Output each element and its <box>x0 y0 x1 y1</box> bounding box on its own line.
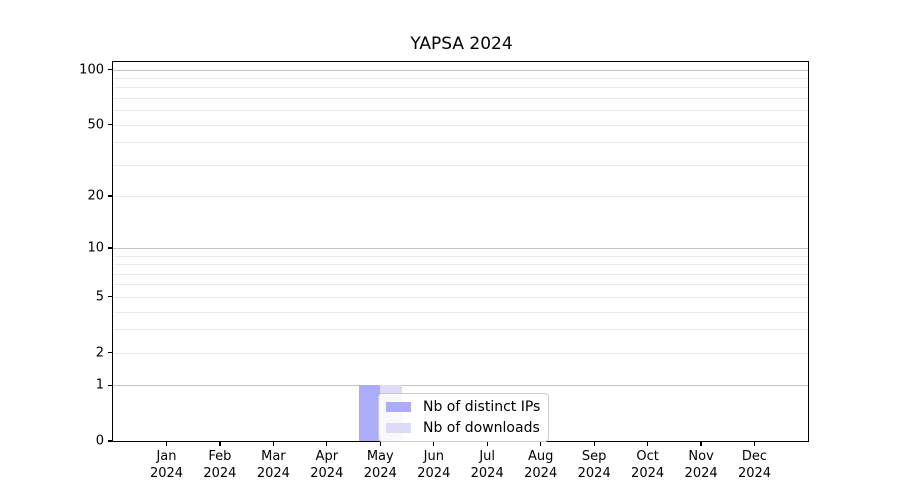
year-label: 2024 <box>737 466 772 481</box>
minor-gridline <box>113 255 808 257</box>
y-axis-tick <box>108 440 113 442</box>
x-axis-tick-label: Jan 2024 <box>150 448 183 482</box>
y-axis-tick <box>108 296 113 298</box>
x-axis-tick <box>433 441 435 446</box>
legend-label-downloads: Nb of downloads <box>423 420 540 436</box>
minor-gridline <box>113 142 808 144</box>
y-axis-tick <box>108 384 113 386</box>
minor-gridline <box>113 273 808 275</box>
month-label: Dec <box>741 449 768 464</box>
x-axis-tick-label: May 2024 <box>364 448 397 482</box>
y-axis-tick <box>108 195 113 197</box>
month-label: Aug <box>527 449 554 464</box>
year-label: 2024 <box>631 466 665 481</box>
year-label: 2024 <box>417 466 451 481</box>
x-axis-tick <box>700 441 702 446</box>
y-axis-tick-label: 5 <box>95 289 104 305</box>
x-axis-tick-label: Jun 2024 <box>417 448 450 482</box>
chart-title: YAPSA 2024 <box>410 34 513 54</box>
minor-gridline <box>113 110 808 112</box>
minor-gridline <box>113 78 808 79</box>
y-axis-tick-label: 0 <box>95 433 104 449</box>
year-label: 2024 <box>524 466 558 481</box>
x-axis-tick <box>486 441 488 446</box>
x-axis-tick <box>219 441 221 446</box>
minor-gridline <box>113 264 808 266</box>
year-label: 2024 <box>577 466 611 481</box>
major-gridline <box>113 248 808 249</box>
minor-gridline <box>113 87 808 89</box>
minor-gridline <box>113 352 808 354</box>
year-label: 2024 <box>684 466 718 481</box>
x-axis-tick <box>646 441 649 446</box>
month-label: Feb <box>208 449 232 464</box>
month-label: Jan <box>156 449 177 464</box>
x-axis-tick <box>326 441 328 446</box>
y-axis-tick-label: 50 <box>87 117 104 133</box>
x-axis-tick-label: Nov 2024 <box>685 448 718 482</box>
y-axis-tick <box>108 351 113 354</box>
y-axis-tick-label: 20 <box>87 188 104 204</box>
x-axis-tick <box>593 441 595 446</box>
year-label: 2024 <box>470 466 504 481</box>
year-label: 2024 <box>310 466 344 481</box>
y-axis-tick-label: 10 <box>87 240 104 256</box>
major-gridline <box>113 385 808 387</box>
x-axis-tick <box>165 441 168 446</box>
year-label: 2024 <box>363 466 397 481</box>
y-axis-tick <box>108 247 113 249</box>
year-label: 2024 <box>149 466 184 481</box>
x-axis-tick-label: Sep 2024 <box>578 448 611 482</box>
x-axis-tick <box>379 441 381 446</box>
minor-gridline <box>113 124 808 126</box>
legend-item-downloads: Nb of downloads <box>386 420 540 436</box>
x-axis-tick-label: Mar 2024 <box>257 448 290 482</box>
minor-gridline <box>113 164 808 166</box>
x-axis-tick <box>540 441 542 446</box>
y-axis-tick-label: 2 <box>95 345 104 361</box>
x-axis-tick <box>272 441 275 446</box>
x-axis-tick-label: Jul 2024 <box>471 448 504 482</box>
minor-gridline <box>113 311 808 313</box>
y-axis-tick <box>108 68 113 71</box>
month-label: Nov <box>688 449 714 464</box>
minor-gridline <box>113 196 808 197</box>
x-axis-tick-label: Oct 2024 <box>631 448 664 482</box>
y-axis-tick-label: 100 <box>79 62 104 78</box>
minor-gridline <box>113 98 808 99</box>
y-axis-tick-label: 1 <box>95 377 104 393</box>
bar <box>358 385 381 441</box>
x-axis-tick <box>753 441 756 446</box>
legend-swatch-distinct-ips-icon <box>386 402 411 412</box>
legend-item-distinct-ips: Nb of distinct IPs <box>386 399 540 415</box>
x-axis-tick-label: Aug 2024 <box>524 448 557 482</box>
x-axis-tick-label: Apr 2024 <box>310 448 343 482</box>
major-gridline <box>113 69 808 71</box>
legend: Nb of distinct IPs Nb of downloads <box>378 393 550 442</box>
minor-gridline <box>113 284 808 286</box>
minor-gridline <box>113 329 808 331</box>
month-label: Jul <box>479 449 496 464</box>
legend-swatch-downloads-icon <box>386 423 411 433</box>
month-label: Sep <box>581 449 607 464</box>
month-label: Jun <box>423 449 444 464</box>
month-label: Apr <box>315 449 339 464</box>
year-label: 2024 <box>256 466 290 481</box>
y-axis-tick <box>108 123 113 126</box>
minor-gridline <box>113 296 808 298</box>
legend-label-distinct-ips: Nb of distinct IPs <box>423 399 541 415</box>
plot-area: Nb of distinct IPs Nb of downloads 100 50… <box>79 61 809 481</box>
month-label: Oct <box>636 449 659 464</box>
x-axis-tick-label: Feb 2024 <box>203 448 236 482</box>
year-label: 2024 <box>203 466 237 481</box>
month-label: Mar <box>261 449 286 464</box>
month-label: May <box>366 449 394 464</box>
x-axis-tick-label: Dec 2024 <box>738 448 771 482</box>
